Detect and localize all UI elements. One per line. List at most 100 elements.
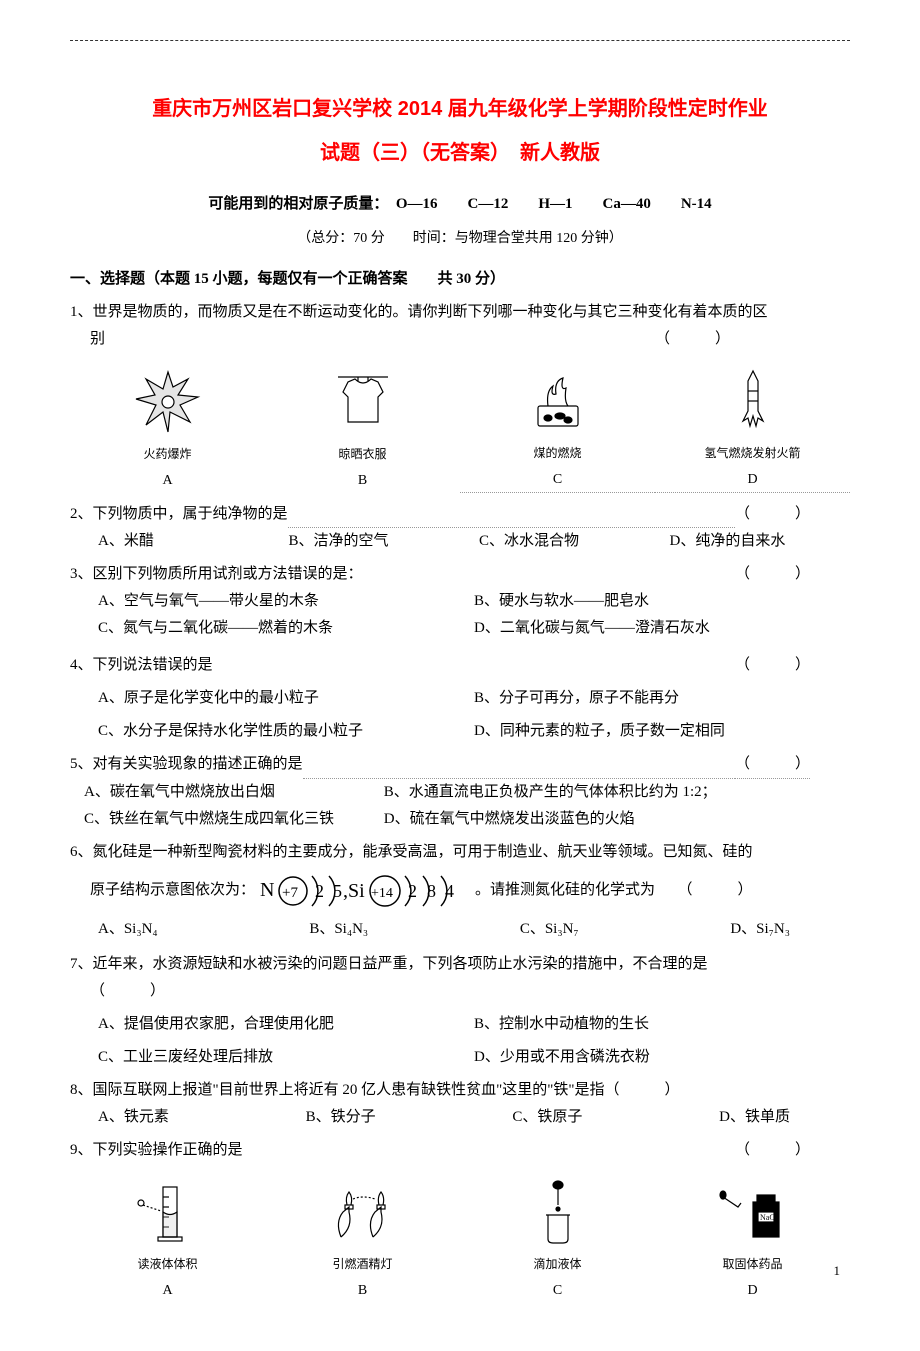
q2-optD: D、纯净的自来水 [670, 528, 851, 555]
q6-diagram-line: 原子结构示意图依次为： N +7 2 5 ,Si +14 2 8 [70, 866, 850, 916]
q9-figA-label: A [70, 1278, 265, 1303]
q3-options: A、空气与氧气——带火星的木条 B、硬水与软水——肥皂水 C、氮气与二氧化碳——… [70, 588, 850, 642]
question-4: 4、下列说法错误的是 （ ） A、原子是化学变化中的最小粒子 B、分子可再分，原… [70, 652, 850, 745]
q6-suffix: 。请推测氮化硅的化学式为 （ ） [475, 877, 753, 904]
explosion-icon [128, 367, 208, 437]
question-5: 5、对有关实验现象的描述正确的是 （ ） A、碳在氧气中燃烧放出白烟 B、水通直… [70, 751, 850, 833]
q1-figB-cap: 晾晒衣服 [265, 444, 460, 466]
q9-figC-cap: 滴加液体 [460, 1254, 655, 1276]
clothes-icon [323, 367, 403, 437]
q6-optA: A、Si₃N₄ [98, 916, 158, 943]
q3-optD: D、二氧化碳与氮气——澄清石灰水 [474, 615, 850, 642]
q7-optC: C、工业三废经处理后排放 [98, 1044, 474, 1071]
q7-optD: D、少用或不用含磷洗衣粉 [474, 1044, 850, 1071]
q9-figD: NaCl 取固体药品 D [655, 1172, 850, 1303]
question-9: 9、下列实验操作正确的是 （ ） [70, 1137, 850, 1303]
svg-text:+7: +7 [282, 885, 298, 901]
q8-optD: D、铁单质 [719, 1104, 790, 1131]
q5-paren: （ ） [735, 751, 810, 779]
q1-figC-label: C [460, 467, 655, 493]
q9-figD-label: D [655, 1278, 850, 1303]
solid-reagent-icon: NaCl [713, 1177, 793, 1247]
q9-figB-label: B [265, 1278, 460, 1303]
q5-optA: A、碳在氧气中燃烧放出白烟 [84, 779, 384, 806]
top-divider [70, 40, 850, 41]
q6-text-line1: 6、氮化硅是一种新型陶瓷材料的主要成分，能承受高温，可用于制造业、航天业等领域。… [70, 839, 850, 866]
q1-figD-cap: 氢气燃烧发射火箭 [655, 443, 850, 465]
q2-text: 2、下列物质中，属于纯净物的是 [70, 501, 288, 528]
q9-figC: 滴加液体 C [460, 1172, 655, 1303]
question-3: 3、区别下列物质所用试剂或方法错误的是： （ ） A、空气与氧气——带火星的木条… [70, 561, 850, 642]
q9-figD-cap: 取固体药品 [655, 1254, 850, 1276]
q2-options: A、米醋 B、洁净的空气 C、冰水混合物 D、纯净的自来水 [70, 528, 850, 555]
q1-figA-cap: 火药爆炸 [70, 444, 265, 466]
q4-optD: D、同种元素的粒子，质子数一定相同 [474, 718, 850, 745]
q1-text-line1: 1、世界是物质的，而物质又是在不断运动变化的。请你判断下列哪一种变化与其它三种变… [70, 299, 850, 326]
q1-figC-cap: 煤的燃烧 [460, 443, 655, 465]
q3-paren: （ ） [735, 561, 810, 588]
q6-prefix: 原子结构示意图依次为： [90, 877, 255, 904]
q2-paren: （ ） [735, 501, 810, 528]
svg-text:8: 8 [427, 881, 436, 901]
q9-figA-cap: 读液体体积 [70, 1254, 265, 1276]
svg-text:5: 5 [333, 881, 342, 901]
svg-text:,Si: ,Si [343, 880, 365, 902]
q7-text: 7、近年来，水资源短缺和水被污染的问题日益严重，下列各项防止水污染的措施中，不合… [70, 951, 850, 978]
q1-figC: 煤的燃烧 C [460, 361, 655, 493]
q8-optC: C、铁原子 [512, 1104, 582, 1131]
q1-figD: 氢气燃烧发射火箭 D [655, 361, 850, 493]
question-6: 6、氮化硅是一种新型陶瓷材料的主要成分，能承受高温，可用于制造业、航天业等领域。… [70, 839, 850, 943]
q1-figD-label: D [655, 467, 850, 493]
q7-paren: （ ） [70, 978, 850, 1005]
q7-options: A、提倡使用农家肥，合理使用化肥 B、控制水中动植物的生长 C、工业三废经处理后… [70, 1011, 850, 1071]
svg-text:N: N [260, 879, 274, 901]
q3-optC: C、氮气与二氧化碳——燃着的木条 [98, 615, 474, 642]
q9-figures: 读液体体积 A 引燃酒精灯 B [70, 1172, 850, 1303]
rocket-icon [713, 366, 793, 436]
coal-burning-icon [518, 366, 598, 436]
q5-options: A、碳在氧气中燃烧放出白烟 B、水通直流电正负极产生的气体体积比约为 1:2； … [70, 779, 850, 833]
q3-optB: B、硬水与软水——肥皂水 [474, 588, 850, 615]
q1-figB: 晾晒衣服 B [265, 362, 460, 493]
q9-figA: 读液体体积 A [70, 1172, 265, 1303]
section-1-header: 一、选择题（本题 15 小题，每题仅有一个正确答案 共 30 分） [70, 266, 850, 293]
q6-optD: D、Si₇N₃ [730, 916, 790, 943]
q4-options: A、原子是化学变化中的最小粒子 B、分子可再分，原子不能再分 C、水分子是保持水… [70, 685, 850, 745]
q2-optB: B、洁净的空气 [289, 528, 470, 555]
subtitle: 试题（三）（无答案） 新人教版 [70, 135, 850, 171]
atom-structure-diagram: N +7 2 5 ,Si +14 2 8 4 [255, 866, 475, 916]
q5-text: 5、对有关实验现象的描述正确的是 [70, 751, 303, 779]
q2-optA: A、米醋 [98, 528, 279, 555]
q4-text: 4、下列说法错误的是 [70, 652, 213, 679]
svg-text:NaCl: NaCl [760, 1213, 778, 1222]
q4-optC: C、水分子是保持水化学性质的最小粒子 [98, 718, 474, 745]
svg-text:4: 4 [445, 881, 454, 901]
q6-optC: C、Si₃N₇ [520, 916, 579, 943]
q7-optB: B、控制水中动植物的生长 [474, 1011, 850, 1038]
q9-figC-label: C [460, 1278, 655, 1303]
atomic-mass-info: 可能用到的相对原子质量： O—16 C—12 H—1 Ca—40 N-14 [70, 191, 850, 218]
q1-text-line2: 别 [90, 326, 105, 353]
q8-optA: A、铁元素 [98, 1104, 169, 1131]
main-title: 重庆市万州区岩口复兴学校 2014 届九年级化学上学期阶段性定时作业 [70, 91, 850, 127]
q8-text: 8、国际互联网上报道"目前世界上将近有 20 亿人患有缺铁性贫血"这里的"铁"是… [70, 1077, 850, 1104]
q4-paren: （ ） [735, 652, 810, 679]
cylinder-reading-icon [133, 1177, 203, 1247]
q1-figB-label: B [265, 468, 460, 493]
q4-optB: B、分子可再分，原子不能再分 [474, 685, 850, 712]
svg-text:+14: +14 [371, 886, 393, 901]
dropper-icon [523, 1177, 593, 1247]
q1-figures: 火药爆炸 A 晾晒衣服 B [70, 361, 850, 493]
q3-text: 3、区别下列物质所用试剂或方法错误的是： [70, 561, 363, 588]
q1-paren: （ ） [655, 326, 730, 353]
q5-optD: D、硫在氧气中燃烧发出淡蓝色的火焰 [384, 806, 850, 833]
page-number: 1 [834, 1259, 841, 1282]
question-7: 7、近年来，水资源短缺和水被污染的问题日益严重，下列各项防止水污染的措施中，不合… [70, 951, 850, 1071]
question-1: 1、世界是物质的，而物质又是在不断运动变化的。请你判断下列哪一种变化与其它三种变… [70, 299, 850, 493]
q8-optB: B、铁分子 [306, 1104, 376, 1131]
q3-optA: A、空气与氧气——带火星的木条 [98, 588, 474, 615]
q8-options: A、铁元素 B、铁分子 C、铁原子 D、铁单质 [70, 1104, 850, 1131]
q2-optC: C、冰水混合物 [479, 528, 660, 555]
q9-paren: （ ） [735, 1137, 810, 1164]
question-8: 8、国际互联网上报道"目前世界上将近有 20 亿人患有缺铁性贫血"这里的"铁"是… [70, 1077, 850, 1131]
